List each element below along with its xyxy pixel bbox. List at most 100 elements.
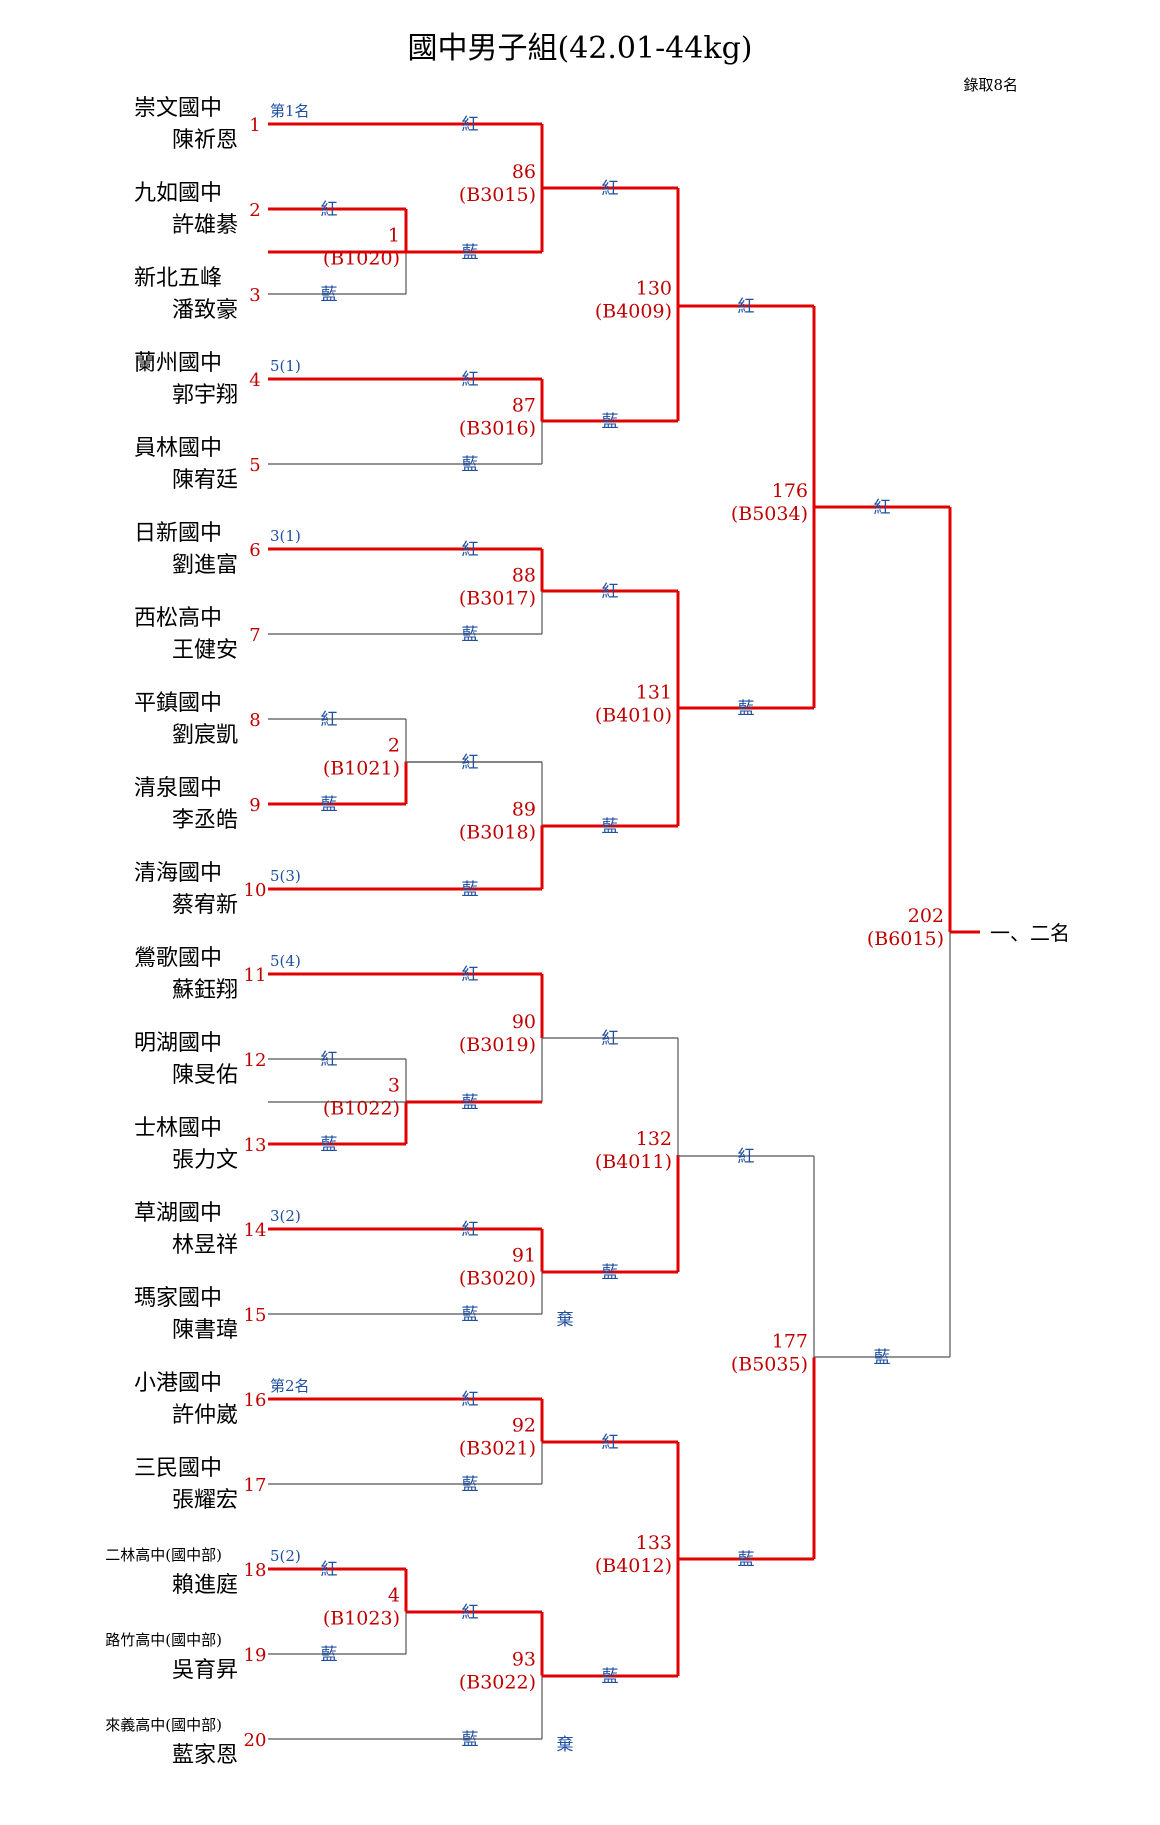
corner-red-label: 紅 <box>321 200 338 220</box>
match-code: (B6015) <box>867 928 944 950</box>
competitor-name: 吳育昇 <box>172 1658 238 1683</box>
forfeit-mark: 棄 <box>557 1310 574 1330</box>
seed-number: 15 <box>244 1305 267 1326</box>
corner-red-label: 紅 <box>462 1220 479 1240</box>
seed-number: 3 <box>249 285 260 306</box>
bracket-lines <box>268 122 980 1740</box>
competitor-name: 張力文 <box>172 1148 238 1173</box>
match-number: 131 <box>636 682 672 704</box>
match-code: (B3017) <box>459 588 536 610</box>
corner-red-label: 紅 <box>874 498 891 518</box>
match-code: (B4012) <box>595 1555 672 1577</box>
competitor-name: 陳祈恩 <box>172 128 238 153</box>
competitor-name: 潘致豪 <box>172 298 238 323</box>
placement-note: 5(1) <box>270 357 301 375</box>
competitor-school: 清海國中 <box>134 861 222 886</box>
match-number: 1 <box>388 225 400 247</box>
corner-blue-label: 藍 <box>321 285 338 305</box>
match-number: 3 <box>388 1075 400 1097</box>
seed-number: 7 <box>249 625 260 646</box>
match-number: 133 <box>636 1532 672 1554</box>
competitor-name: 李丞皓 <box>172 808 238 833</box>
placement-note: 3(2) <box>270 1207 301 1225</box>
placement-note: 3(1) <box>270 527 301 545</box>
corner-blue-label: 藍 <box>602 817 619 837</box>
competitor-school: 西松高中 <box>134 606 222 631</box>
competitor-school: 士林國中 <box>134 1116 222 1141</box>
placement-note: 5(2) <box>270 1547 301 1565</box>
corner-red-label: 紅 <box>602 582 619 602</box>
match-code: (B3015) <box>459 184 536 206</box>
corner-red-label: 紅 <box>462 1390 479 1410</box>
corner-blue-label: 藍 <box>321 1645 338 1665</box>
match-number: 88 <box>512 565 536 587</box>
corner-red-label: 紅 <box>462 370 479 390</box>
match-code: (B1023) <box>323 1608 400 1630</box>
corner-red-label: 紅 <box>462 753 479 773</box>
final-placement-label: 一、二名 <box>990 921 1070 945</box>
competitor-school: 三民國中 <box>134 1456 222 1481</box>
competitor-name: 王健安 <box>172 638 238 663</box>
corner-blue-label: 藍 <box>462 455 479 475</box>
corner-blue-label: 藍 <box>462 243 479 263</box>
match-code: (B4010) <box>595 705 672 727</box>
seed-number: 16 <box>244 1390 267 1411</box>
competitor-school: 九如國中 <box>134 181 222 206</box>
seed-number: 11 <box>244 965 267 986</box>
seed-number: 8 <box>249 710 260 731</box>
competitor-name: 陳旻佑 <box>172 1063 238 1088</box>
corner-blue-label: 藍 <box>462 1305 479 1325</box>
corner-blue-label: 藍 <box>462 1093 479 1113</box>
competitor-name: 藍家恩 <box>172 1743 238 1768</box>
competitor-school: 瑪家國中 <box>134 1286 222 1311</box>
placement-note: 5(3) <box>270 867 301 885</box>
forfeit-mark: 棄 <box>557 1735 574 1755</box>
page-title: 國中男子組(42.01-44kg) <box>408 31 753 66</box>
match-number: 132 <box>636 1128 672 1150</box>
match-number: 2 <box>388 735 400 757</box>
corner-blue-label: 藍 <box>321 795 338 815</box>
match-code: (B3019) <box>459 1034 536 1056</box>
corner-red-label: 紅 <box>602 179 619 199</box>
seed-number: 9 <box>249 795 260 816</box>
competitor-school: 路竹高中(國中部) <box>105 1631 222 1649</box>
seed-number: 4 <box>249 370 260 391</box>
seed-number: 2 <box>249 200 260 221</box>
competitor-school: 新北五峰 <box>134 266 222 291</box>
match-code: (B4009) <box>595 301 672 323</box>
seed-number: 10 <box>244 880 267 901</box>
corner-blue-label: 藍 <box>874 1348 891 1368</box>
corner-blue-label: 藍 <box>602 1263 619 1283</box>
match-code: (B3020) <box>459 1268 536 1290</box>
seed-number: 6 <box>249 540 260 561</box>
competitor-school: 鶯歌國中 <box>134 946 222 971</box>
match-code: (B5034) <box>731 503 808 525</box>
competitor-name: 許雄綦 <box>172 213 238 238</box>
seed-number: 19 <box>244 1645 267 1666</box>
seed-number: 12 <box>244 1050 267 1071</box>
competitor-school: 二林高中(國中部) <box>105 1546 222 1564</box>
corner-blue-label: 藍 <box>321 1135 338 1155</box>
match-number: 130 <box>636 278 672 300</box>
competitor-school: 明湖國中 <box>134 1031 222 1056</box>
match-code: (B3021) <box>459 1438 536 1460</box>
match-code: (B1021) <box>323 758 400 780</box>
match-code: (B5035) <box>731 1354 808 1376</box>
match-number: 86 <box>512 161 536 183</box>
competitor-school: 清泉國中 <box>134 776 222 801</box>
competitor-school: 來義高中(國中部) <box>105 1716 222 1734</box>
corner-red-label: 紅 <box>462 115 479 135</box>
seed-number: 20 <box>244 1730 267 1751</box>
quota-label: 錄取8名 <box>963 76 1018 94</box>
placement-note: 第1名 <box>270 102 310 120</box>
match-number: 93 <box>512 1649 536 1671</box>
match-code: (B3018) <box>459 822 536 844</box>
match-number: 90 <box>512 1011 536 1033</box>
match-number: 91 <box>512 1245 536 1267</box>
placement-note: 5(4) <box>270 952 301 970</box>
competitor-name: 張耀宏 <box>172 1488 238 1513</box>
corner-blue-label: 藍 <box>602 412 619 432</box>
seed-number: 17 <box>244 1475 267 1496</box>
